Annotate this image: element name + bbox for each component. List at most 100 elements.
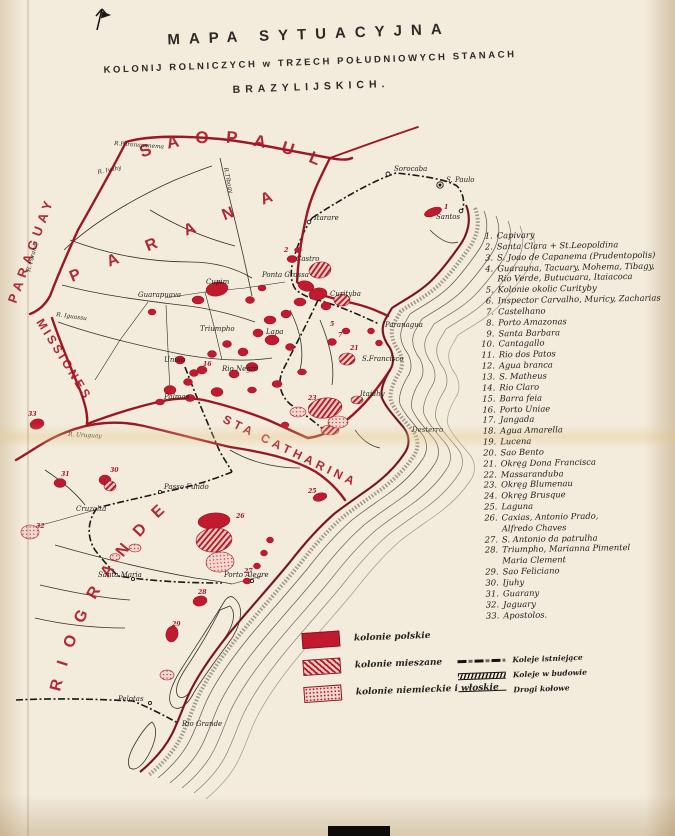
road-line-sample <box>458 689 507 693</box>
list-item-number: 1. <box>484 230 493 241</box>
line-legend-label: Koleje w budowie <box>512 667 588 680</box>
colony-number-labels: 1 2 5 7 16 21 23 25 26 27 28 29 30 31 32… <box>28 204 448 628</box>
list-item-label: Rio Claro <box>499 381 540 393</box>
list-item-label: Lucena <box>500 435 532 447</box>
list-item-number: 14. <box>481 382 496 393</box>
city-label-rio-grande: Rio Grande <box>181 720 222 728</box>
list-item-number: 24. <box>483 490 498 501</box>
region-label-missiones: MISSIONES <box>33 316 95 403</box>
city-label-itajahy: Itajahy <box>359 390 386 398</box>
list-item-label: Barra feia <box>499 392 543 404</box>
city-label-rio-negro: Rio Negro <box>221 365 258 373</box>
river-label-uruguay: R. Uruguay <box>67 432 103 440</box>
line-style-legend: Koleje istniejące Koleje w budowie Drogi k… <box>457 653 588 702</box>
city-label-ponta-grossa: Ponta Grossa <box>261 271 309 279</box>
list-item-number: 2. <box>484 241 493 252</box>
list-item-number: 15. <box>482 393 496 404</box>
list-item-number: 12. <box>481 360 496 371</box>
list-item-number <box>483 556 498 567</box>
list-item-number: 19. <box>482 436 497 447</box>
num-28: 28 <box>197 589 207 596</box>
hatched-swatch <box>302 657 342 677</box>
list-item-number: 29. <box>485 566 499 577</box>
list-item-number: 11. <box>481 349 495 360</box>
river-label-ivahy: R. Ivahy <box>96 165 122 176</box>
title-line-2: KOLONIJ ROLNICZYCH w TRZECH POŁUDNIOWYCH… <box>103 49 517 76</box>
line-legend-label: Koleje istniejące <box>512 652 583 665</box>
num-7: 7 <box>338 332 343 339</box>
list-item-number: 10. <box>481 338 495 350</box>
list-item-number: 20. <box>483 447 497 458</box>
city-label-s-paulo: S. Paulo <box>446 176 475 184</box>
list-item-label: Apostolos. <box>503 609 548 620</box>
num-1: 1 <box>444 204 448 211</box>
city-label-castro: Castro <box>296 255 320 263</box>
colony-patches-solid <box>29 206 442 643</box>
city-label-s-francisco: S.Francisco <box>362 355 404 363</box>
list-item-label: Santa Barbara <box>498 326 561 338</box>
list-item-number: 22. <box>483 468 497 480</box>
city-label-uniao: Uniao <box>164 356 185 364</box>
list-item-number: 23. <box>483 479 498 491</box>
list-item-label: Cantagallo <box>498 337 545 349</box>
list-item-label: Capivary <box>496 229 535 241</box>
num-33: 33 <box>28 411 37 418</box>
colony-list: 1. Capivary 2. Santa Clara + St.Leopoldina 3… <box>478 227 675 621</box>
list-item-label: Castelhano <box>497 305 546 317</box>
city-label-paranagua: Paranagua <box>384 321 423 329</box>
list-item-number: 6. <box>485 295 494 306</box>
region-label-rio-grande: R I O G R A N D E <box>47 499 171 693</box>
num-2: 2 <box>283 247 289 254</box>
stippled-swatch <box>303 684 343 704</box>
city-markers <box>130 171 464 706</box>
paper-fold-band <box>0 424 675 448</box>
city-label-desterro: Desterro <box>411 426 443 434</box>
city-label-passo-fundo: Passo Fundo <box>163 483 209 491</box>
region-label-rio-grande-text: R I O G R A N D E <box>47 499 166 693</box>
list-item-number <box>483 523 498 534</box>
colony-legend-label: kolonie mieszane <box>354 657 443 671</box>
list-item-number: 26. <box>484 512 498 523</box>
railway-existing-line-sample <box>457 658 506 664</box>
city-label-porto-alegre: Porto Alegre <box>223 571 269 579</box>
river-label-paranapanema: R.Paranapanema <box>113 141 165 151</box>
colony-patches-stippled <box>20 406 349 681</box>
num-21: 21 <box>349 345 359 352</box>
list-item-label: Sao Feliciano <box>502 565 560 577</box>
colony-legend-label: kolonie polskie <box>353 630 431 644</box>
list-item-number: 30. <box>485 577 499 588</box>
list-item-number: 13. <box>481 371 496 382</box>
list-item-number: 9. <box>486 328 495 339</box>
list-item-label: Laguna <box>501 500 534 512</box>
city-label-pelotas: Pelotas <box>117 695 144 703</box>
list-item-label: Caxias, Antonio Prado, <box>501 510 599 523</box>
region-label-parana: P A R A N A <box>67 184 287 286</box>
list-item-label: Okręg Dona Francisca <box>500 456 597 469</box>
list-item-number: 32. <box>485 599 500 610</box>
num-5: 5 <box>330 321 334 328</box>
list-item-number: 25. <box>484 501 498 512</box>
list-item-number: 21. <box>483 458 497 469</box>
num-26: 26 <box>235 513 245 520</box>
num-31: 31 <box>61 471 70 478</box>
solid-swatch <box>301 630 341 650</box>
num-27: 27 <box>243 568 253 575</box>
list-item-number: 31. <box>485 588 500 599</box>
line-legend-row: Drogi kołowe <box>458 683 587 696</box>
list-item-label: Jaguary <box>503 598 537 610</box>
north-arrow-icon <box>95 8 112 31</box>
city-label-triumpho: Triumpho <box>200 325 235 333</box>
list-item-number: 16. <box>482 403 496 415</box>
city-label-palmas: Palmas <box>163 393 190 401</box>
city-label-santos: Santos <box>436 213 461 221</box>
line-legend-label: Drogi kołowe <box>513 683 570 695</box>
list-item-label: S. Matheus <box>499 370 547 382</box>
list-item-number: 8. <box>486 317 495 328</box>
num-32: 32 <box>36 523 45 530</box>
rivers <box>34 157 459 629</box>
list-item-number <box>478 274 493 285</box>
city-label-curityba: Curityba <box>330 290 361 298</box>
city-label-guarapuava: Guarapuava <box>138 291 181 299</box>
